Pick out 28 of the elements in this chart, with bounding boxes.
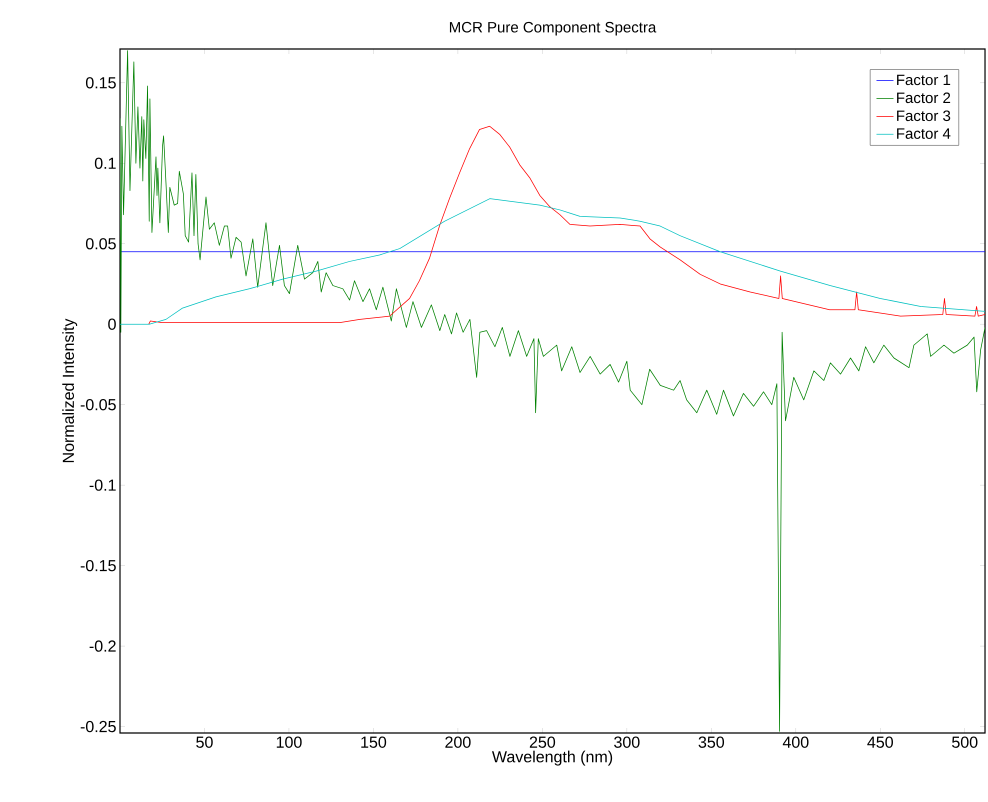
y-tick-label: 0.05 (86, 238, 116, 250)
x-tick-label: 100 (276, 736, 302, 748)
legend-label: Factor 4 (897, 128, 950, 139)
x-tick-label: 350 (698, 736, 724, 748)
x-tick-label: 150 (361, 736, 386, 748)
x-tick-label: 300 (614, 736, 640, 748)
y-tick-label: -0.1 (90, 479, 116, 491)
line-series (120, 50, 986, 732)
x-tick-label: 450 (867, 736, 893, 748)
x-tick-label: 400 (782, 736, 809, 748)
x-tick-label: 50 (196, 736, 213, 748)
y-tick-label: -0.05 (80, 399, 116, 410)
x-tick-label: 200 (445, 736, 471, 748)
y-tick-label: 0.15 (86, 77, 116, 88)
y-tick-label: -0.15 (80, 560, 116, 572)
y-tick-label: 0.1 (94, 158, 116, 169)
y-tick-label: -0.2 (90, 640, 116, 652)
x-tick-label: 500 (952, 736, 978, 748)
legend-label: Factor 1 (897, 74, 950, 86)
x-axis-title: Wavelength (nm) (492, 750, 612, 766)
line-series (120, 198, 986, 325)
legend-label: Factor 2 (897, 92, 950, 104)
y-tick-label: -0.25 (80, 720, 116, 732)
y-axis-title: Normalized Intensity (62, 318, 78, 462)
legend-label: Factor 3 (897, 110, 950, 122)
chart-title: MCR Pure Component Spectra (450, 22, 656, 36)
y-tick-label: 0 (108, 318, 116, 330)
x-tick-label: 250 (530, 736, 556, 748)
